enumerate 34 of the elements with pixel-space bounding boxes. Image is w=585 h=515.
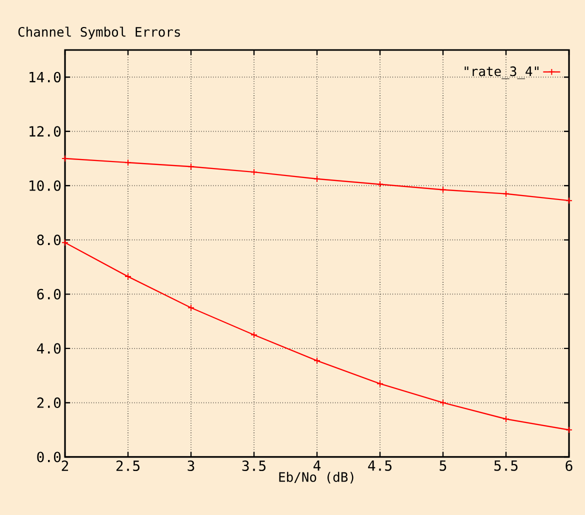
y-tick-label: 0.0 bbox=[37, 452, 61, 462]
x-tick-label: 4.5 bbox=[368, 460, 392, 471]
chart-title: Channel Symbol Errors bbox=[18, 26, 180, 40]
point bbox=[314, 175, 320, 182]
legend-label: "rate_3_4" bbox=[464, 66, 538, 80]
point bbox=[314, 357, 320, 364]
point bbox=[250, 168, 258, 176]
point bbox=[124, 159, 132, 166]
point bbox=[502, 190, 510, 198]
x-tick-label: 3 bbox=[188, 460, 194, 472]
x-tick-label: 3.5 bbox=[242, 460, 266, 472]
point bbox=[440, 186, 446, 194]
y-tick-label: 12.0 bbox=[30, 126, 61, 137]
y-tick-label: 8.0 bbox=[37, 234, 61, 246]
point bbox=[502, 416, 510, 422]
point bbox=[188, 163, 194, 170]
point bbox=[250, 331, 258, 338]
x-tick-label: 5.5 bbox=[494, 460, 518, 471]
x-tick-label: 2 bbox=[62, 460, 68, 471]
x-tick-label: 6 bbox=[566, 460, 572, 472]
point bbox=[124, 273, 132, 280]
point bbox=[376, 180, 384, 188]
x-tick-label: 2.5 bbox=[116, 460, 140, 472]
x-tick-label: 5 bbox=[440, 460, 446, 471]
y-tick-label: 2.0 bbox=[37, 397, 61, 408]
y-tick-label: 14.0 bbox=[30, 72, 61, 82]
point bbox=[440, 399, 446, 406]
point bbox=[188, 304, 194, 312]
x-tick-label: 4 bbox=[313, 460, 321, 471]
point bbox=[376, 380, 384, 388]
y-tick-label: 10.0 bbox=[30, 180, 61, 191]
y-tick-label: 6.0 bbox=[37, 288, 61, 300]
y-tick-label: 4.0 bbox=[36, 343, 61, 354]
x-axis-title: Eb/No (dB) bbox=[279, 472, 354, 484]
